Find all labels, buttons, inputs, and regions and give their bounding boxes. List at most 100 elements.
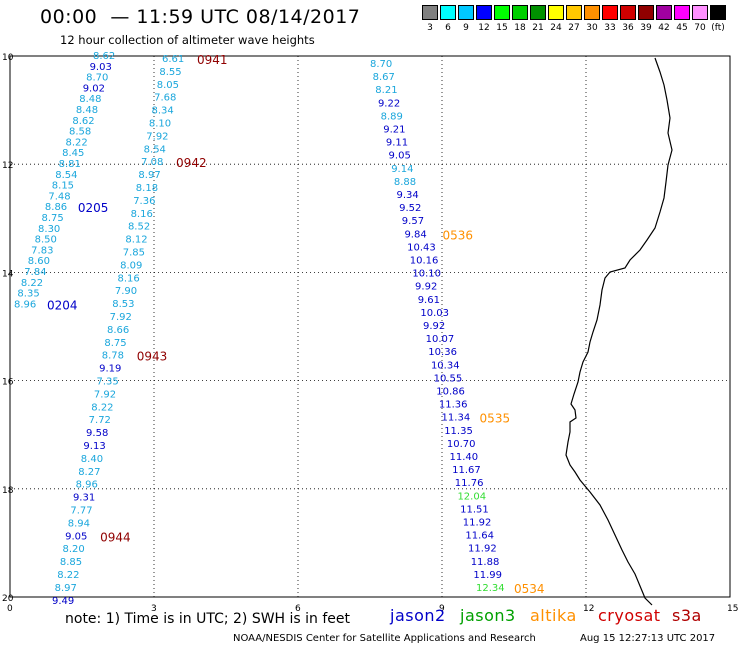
chart-title: 00:00 — 11:59 UTC 08/14/2017 [40, 6, 361, 28]
track-b-swh-label: 8.20 [62, 544, 84, 555]
generation-timestamp: Aug 15 12:27:13 UTC 2017 [580, 633, 716, 644]
track-a-time-label: 0205 [78, 201, 109, 215]
track-c-time-label: 0535 [480, 412, 511, 426]
x-tick-label: 15 [727, 604, 738, 614]
track-b-swh-label: 8.55 [159, 67, 181, 78]
track-a-swh-label: 7.83 [31, 245, 53, 256]
y-tick-label: 10 [2, 53, 14, 63]
track-a-swh-label: 7.84 [24, 267, 46, 278]
scale-swatch [476, 5, 492, 20]
track-b-swh-label: 8.52 [128, 222, 150, 233]
track-c-swh-label: 10.43 [407, 242, 436, 253]
track-b-swh-label: 7.77 [70, 506, 92, 517]
track-b-swh-label: 8.12 [125, 235, 147, 246]
track-b-swh-label: 7.68 [154, 93, 176, 104]
track-b-swh-label: 8.75 [104, 338, 126, 349]
track-c-swh-label: 11.51 [460, 504, 489, 515]
track-c-time-label: 0534 [514, 582, 545, 596]
track-b-swh-label: 8.96 [76, 480, 98, 491]
scale-label: 30 [586, 23, 598, 33]
track-b-time-label: 0941 [197, 53, 228, 67]
track-a-swh-label: 8.86 [45, 202, 67, 213]
track-b-swh-label: 8.16 [131, 209, 153, 220]
track-a-swh-label: 8.15 [52, 181, 74, 192]
track-a-swh-label: 8.48 [79, 94, 101, 105]
track-c-swh-label: 10.10 [412, 269, 441, 280]
track-b-swh-label: 7.92 [94, 389, 116, 400]
track-b-swh-label: 8.16 [117, 273, 139, 284]
legend-jason2: jason2 [390, 606, 446, 625]
track-b-swh-label: 7.35 [97, 377, 119, 388]
track-b-swh-label: 8.09 [120, 260, 142, 271]
track-a-swh-label: 8.81 [59, 159, 81, 170]
track-c-swh-label: 10.70 [447, 439, 476, 450]
track-b-swh-label: 8.97 [138, 170, 160, 181]
track-c-swh-label: 9.21 [383, 125, 405, 136]
track-c-swh-label: 10.55 [434, 373, 463, 384]
track-b-swh-label: 9.31 [73, 493, 95, 504]
x-tick-label: 0 [7, 604, 13, 614]
track-c-swh-label: 8.88 [394, 177, 416, 188]
track-a-swh-label: 8.62 [72, 116, 94, 127]
track-b-swh-label: 8.10 [149, 119, 171, 130]
track-b-swh-label: 8.22 [91, 402, 113, 413]
scale-swatch [674, 5, 690, 20]
x-tick-label: 6 [295, 604, 301, 614]
track-c-swh-label: 10.86 [436, 387, 465, 398]
track-a-swh-label: 8.60 [28, 256, 50, 267]
scale-label: 42 [658, 23, 670, 33]
scale-swatch [530, 5, 546, 20]
track-c-time-label: 0536 [442, 228, 473, 242]
track-a-swh-label: 8.70 [86, 73, 108, 84]
track-c-swh-label: 10.07 [426, 334, 455, 345]
track-c-swh-label: 11.40 [450, 452, 479, 463]
scale-label: 33 [604, 23, 616, 33]
track-c-swh-label: 9.52 [399, 203, 421, 214]
track-c-swh-label: 8.70 [370, 59, 392, 70]
track-b-swh-label: 7.92 [146, 131, 168, 142]
map-frame [9, 55, 731, 598]
track-b-time-label: 0942 [176, 156, 207, 170]
track-b-swh-label: 8.78 [102, 351, 124, 362]
scale-swatch [602, 5, 618, 20]
scale-swatch [494, 5, 510, 20]
track-c-swh-label: 9.92 [415, 282, 437, 293]
track-c-swh-label: 9.92 [423, 321, 445, 332]
track-c-swh-label: 9.61 [418, 295, 440, 306]
track-a-swh-label: 8.58 [69, 127, 91, 138]
legend-jason3: jason3 [460, 606, 516, 625]
track-c-swh-label: 8.89 [381, 111, 403, 122]
scale-swatch [422, 5, 438, 20]
track-c-swh-label: 8.21 [375, 85, 397, 96]
scale-label: 12 [478, 23, 490, 33]
y-tick-label: 20 [2, 594, 14, 604]
scale-swatch [692, 5, 708, 20]
track-c-swh-label: 9.05 [389, 151, 411, 162]
track-a-time-label: 0204 [47, 298, 78, 312]
track-a-swh-label: 8.96 [14, 299, 36, 310]
track-c-swh-label: 9.11 [386, 138, 408, 149]
track-c-swh-label: 9.34 [397, 190, 419, 201]
track-c-swh-label: 11.88 [471, 557, 500, 568]
scale-label: 70 [694, 23, 706, 33]
track-b-swh-label: 9.19 [99, 364, 121, 375]
track-c-swh-label: 9.22 [378, 98, 400, 109]
coastline [565, 57, 673, 606]
scale-swatch [440, 5, 456, 20]
map-grid: 10 12 14 16 18 200 3 6 9 12 15 [2, 53, 738, 614]
track-b-swh-label: 8.05 [157, 80, 179, 91]
credit-line: NOAA/NESDIS Center for Satellite Applica… [233, 633, 536, 644]
track-b-swh-label: 8.54 [144, 144, 166, 155]
x-tick-label: 9 [439, 604, 445, 614]
footnote: note: 1) Time is in UTC; 2) SWH is in fe… [65, 611, 351, 627]
legend-s3a: s3a [672, 606, 702, 625]
track-c-swh-label: 11.35 [444, 426, 473, 437]
track-b-swh-label: 8.53 [112, 299, 134, 310]
scale-label: 27 [568, 23, 580, 33]
track-c-swh-label: 9.14 [391, 164, 413, 175]
track-b-swh-label: 8.94 [68, 518, 90, 529]
y-tick-label: 18 [2, 486, 14, 496]
track-c-swh-label: 11.76 [455, 478, 484, 489]
track-a-swh-label: 8.45 [62, 148, 84, 159]
